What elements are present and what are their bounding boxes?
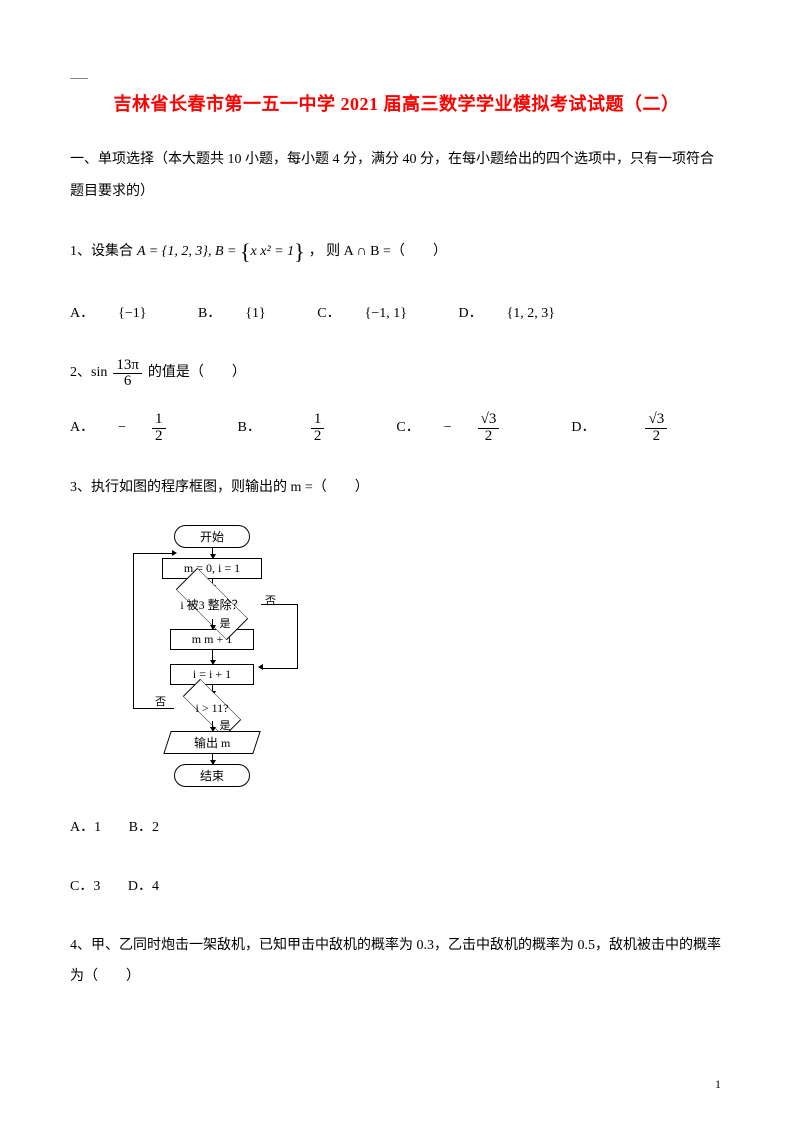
q2-fraction: 13π 6	[113, 358, 142, 391]
q1-prefix: 1、设集合	[70, 237, 133, 268]
fc-proc1: m m + 1	[170, 629, 254, 650]
fc-init: m = 0, i = 1	[162, 558, 262, 579]
page-number: 1	[715, 1077, 721, 1092]
fc-proc2: i = i + 1	[170, 664, 254, 685]
question-4: 4、甲、乙同时炮击一架敌机，已知甲击中敌机的概率为 0.3，乙击中敌机的概率为 …	[70, 931, 723, 993]
fc-start: 开始	[174, 525, 250, 548]
q1-mid: ， 则 A ∩ B =（ ）	[309, 237, 447, 268]
question-2: 2、sin 13π 6 的值是（ ）	[70, 358, 723, 391]
flowchart: 开始 m = 0, i = 1 i 被3 整除？ 否 是 m m + 1 i =…	[80, 525, 300, 787]
q1-opt-b: B．{1}	[198, 306, 290, 321]
fc-no-label-2: 否	[155, 693, 166, 709]
q2-prefix: 2、sin	[70, 358, 107, 389]
q2-opt-b: B． 12	[238, 412, 373, 445]
q3-opt-a: A．1	[70, 820, 101, 835]
section1-instructions: 一、单项选择（本大题共 10 小题，每小题 4 分，满分 40 分，在每小题给出…	[70, 144, 723, 208]
fc-cond2: i > 11?	[172, 695, 252, 721]
exam-title: 吉林省长春市第一五一中学 2021 届高三数学学业模拟考试试题（二）	[70, 90, 723, 116]
page: 吉林省长春市第一五一中学 2021 届高三数学学业模拟考试试题（二） 一、单项选…	[0, 0, 793, 1122]
q1-opt-a: A．{−1}	[70, 306, 170, 321]
fc-yes-label-1: 是	[220, 615, 231, 631]
q1-opt-d: D．{1, 2, 3}	[458, 306, 579, 321]
header-rule	[70, 78, 88, 79]
q3-opt-c: C．3	[70, 879, 100, 894]
question-1: 1、设集合 A = {1, 2, 3}, B = {x x² = 1} ， 则 …	[70, 228, 723, 276]
q1-options: A．{−1} B．{1} C．{−1, 1} D．{1, 2, 3}	[70, 299, 723, 330]
q1-opt-c: C．{−1, 1}	[317, 306, 431, 321]
q2-opt-c: C．− √32	[396, 412, 547, 445]
q3-opt-b: B．2	[129, 820, 159, 835]
q1-set-expr: A = {1, 2, 3}, B = {x x² = 1}	[137, 228, 305, 276]
fc-end: 结束	[174, 764, 250, 787]
q3-opt-d: D．4	[128, 879, 159, 894]
q2-suffix: 的值是（ ）	[148, 358, 246, 389]
q2-opt-a: A．− 12	[70, 412, 214, 445]
q3-options-row1: A．1 B．2	[70, 813, 723, 844]
q2-opt-d: D． √32	[571, 412, 715, 445]
question-3: 3、执行如图的程序框图，则输出的 m =（ ）	[70, 473, 723, 504]
fc-output: 输出 m	[163, 731, 260, 754]
q3-options-row2: C．3 D．4	[70, 872, 723, 903]
q2-options: A．− 12 B． 12 C．− √32 D． √32	[70, 412, 723, 445]
fc-cond1: i 被3 整除？	[163, 589, 261, 619]
